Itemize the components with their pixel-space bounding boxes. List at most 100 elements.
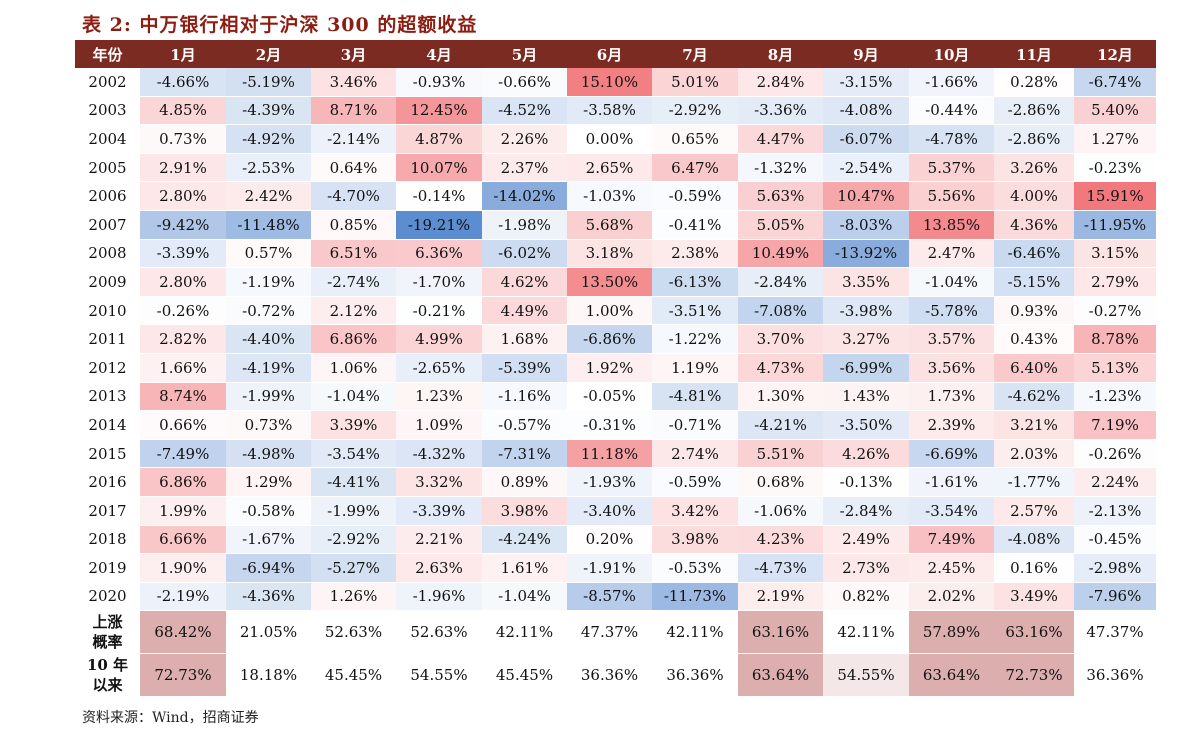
return-cell: 0.93% [994,296,1074,326]
stat-cell: 63.64% [738,654,823,698]
return-cell: -3.36% [738,96,823,126]
stat-cell: 42.11% [823,611,909,655]
return-cell: -11.48% [226,210,311,240]
return-cell: -1.70% [396,268,482,297]
return-cell: -4.62% [994,382,1074,412]
return-cell: 6.36% [396,239,482,269]
return-cell: 5.13% [1074,353,1156,383]
stat-cell: 68.42% [140,611,226,655]
return-cell: -0.26% [140,296,226,326]
header-month: 4月 [396,40,482,68]
return-cell: 2.84% [738,68,823,97]
return-cell: 2.12% [311,296,396,326]
return-cell: 7.49% [909,525,994,555]
table-row: 2016 6.86% 1.29% -4.41% 3.32% 0.89% -1.93% -0.5… [75,468,1156,497]
return-cell: 5.01% [652,68,738,97]
return-cell: 3.35% [823,268,909,297]
return-cell: -4.66% [140,68,226,97]
year-cell: 2016 [75,468,140,497]
return-cell: 0.73% [140,125,226,154]
return-cell: 0.57% [226,239,311,269]
stat-label-line: 上涨 [92,613,123,632]
return-cell: 15.10% [567,68,652,97]
year-cell: 2017 [75,497,140,526]
return-cell: 2.03% [994,439,1074,469]
year-cell: 2013 [75,383,140,412]
table-title: 表 2: 中万银行相对于沪深 300 的超额收益 [82,14,478,36]
return-cell: 0.28% [994,68,1074,97]
year-cell: 2011 [75,325,140,354]
stat-cell: 72.73% [994,654,1074,698]
return-cell: 3.27% [823,325,909,354]
header-month: 8月 [738,40,823,68]
year-cell: 2007 [75,211,140,240]
year-cell: 2010 [75,297,140,326]
return-cell: 1.19% [652,353,738,383]
return-cell: -4.24% [482,525,567,555]
return-cell: -2.92% [311,525,396,555]
return-cell: -1.91% [567,554,652,583]
return-cell: 0.82% [823,582,909,612]
return-cell: 7.19% [1074,411,1156,440]
return-cell: -2.86% [994,125,1074,154]
return-cell: 12.45% [396,96,482,126]
stat-row: 上涨 概率 68.42% 21.05% 52.63% 52.63% 42.11% 47.37%… [75,611,1156,655]
return-cell: 2.73% [823,554,909,583]
return-cell: -5.19% [226,68,311,97]
table-row: 2014 0.66% 0.73% 3.39% 1.09% -0.57% -0.31% -0.7… [75,411,1156,440]
year-cell: 2009 [75,268,140,297]
return-cell: 2.19% [738,582,823,612]
stat-cell: 57.89% [909,611,994,655]
return-cell: 1.99% [140,496,226,526]
return-cell: -0.93% [396,68,482,97]
return-cell: 2.80% [140,182,226,211]
return-cell: -6.02% [482,239,567,269]
table-row: 2003 4.85% -4.39% 8.71% 12.45% -4.52% -3.58% -2… [75,96,1156,126]
return-cell: 2.74% [652,439,738,469]
stat-cell: 52.63% [311,611,396,655]
stat-cell: 54.55% [396,654,482,698]
return-cell: 0.65% [652,125,738,154]
return-cell: -1.77% [994,468,1074,497]
return-cell: 2.24% [1074,468,1156,497]
year-cell: 2006 [75,182,140,211]
stat-cell: 36.36% [567,654,652,698]
return-cell: -3.54% [311,439,396,469]
stat-cell: 47.37% [567,611,652,655]
return-cell: 5.40% [1074,96,1156,126]
stat-cell: 18.18% [226,654,311,698]
return-cell: 6.40% [994,353,1074,383]
return-cell: 0.20% [567,525,652,555]
return-cell: -1.32% [738,153,823,183]
header-month: 11月 [994,40,1074,68]
stat-cell: 63.64% [909,654,994,698]
return-cell: 3.26% [994,153,1074,183]
return-cell: 4.47% [738,125,823,154]
return-cell: 3.46% [311,68,396,97]
return-cell: 2.39% [909,411,994,440]
return-cell: -2.14% [311,125,396,154]
return-cell: -1.04% [311,382,396,412]
stat-cell: 45.45% [482,654,567,698]
return-cell: -8.57% [567,582,652,612]
table-row: 2010 -0.26% -0.72% 2.12% -0.21% 4.49% 1.00% -3.… [75,296,1156,326]
return-cell: 4.62% [482,268,567,297]
header-month: 7月 [652,40,738,68]
return-cell: -1.66% [909,68,994,97]
return-cell: 2.38% [652,239,738,269]
return-cell: -3.50% [823,411,909,440]
table-row: 2011 2.82% -4.40% 6.86% 4.99% 1.68% -6.86% -1.2… [75,325,1156,354]
header-month: 5月 [482,40,567,68]
return-cell: -8.03% [823,210,909,240]
stat-cell: 42.11% [652,611,738,655]
return-cell: -0.31% [567,411,652,440]
return-cell: 0.16% [994,554,1074,583]
stat-label-line: 以来 [92,676,123,695]
return-cell: 10.07% [396,153,482,183]
return-cell: 2.91% [140,153,226,183]
return-cell: 3.56% [909,353,994,383]
stat-cell: 54.55% [823,654,909,698]
return-cell: -7.96% [1074,582,1156,612]
return-cell: -7.08% [738,296,823,326]
return-cell: -6.74% [1074,68,1156,97]
